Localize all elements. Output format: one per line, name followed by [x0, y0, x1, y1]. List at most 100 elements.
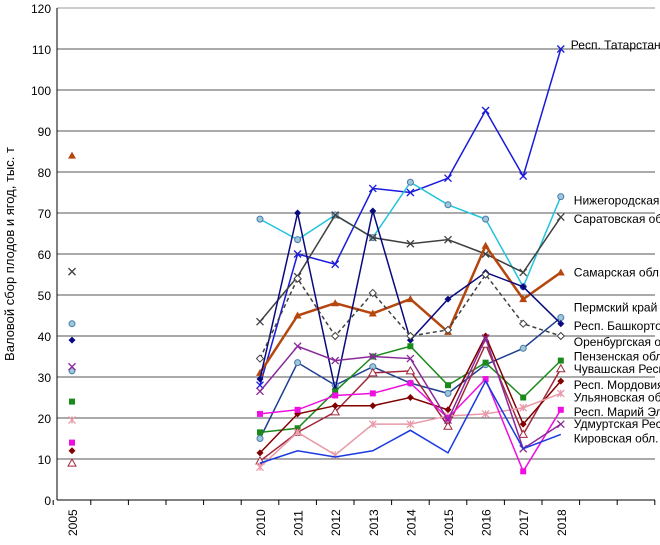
y-tick-label: 70 — [38, 207, 52, 221]
data-point — [481, 241, 490, 249]
data-point — [68, 416, 76, 425]
series-line — [259, 342, 562, 462]
data-point — [369, 390, 376, 397]
x-tick-label: 2015 — [442, 509, 456, 536]
data-point — [67, 458, 77, 467]
data-point — [556, 45, 565, 53]
data-point — [406, 188, 415, 197]
data-point — [482, 215, 490, 223]
data-point — [332, 388, 339, 395]
series-label: Самарская обл. — [574, 265, 660, 279]
data-point — [256, 215, 264, 223]
data-point — [556, 331, 566, 341]
data-point — [256, 317, 264, 326]
data-point — [444, 416, 452, 425]
data-point — [256, 368, 264, 376]
series-label: Саратовская обл. — [574, 212, 660, 226]
x-tick-label: 2010 — [254, 509, 268, 536]
data-point — [68, 336, 76, 344]
series-label: Нижегородская обл. — [574, 194, 660, 208]
data-point — [518, 319, 528, 328]
data-point — [518, 429, 529, 438]
data-point — [520, 468, 527, 475]
data-point — [482, 332, 490, 340]
series-label: Пензенская обл. — [574, 350, 660, 364]
data-point — [69, 439, 75, 446]
data-point — [444, 406, 452, 414]
data-point — [294, 359, 302, 367]
data-point — [481, 409, 490, 418]
data-point — [406, 331, 415, 341]
data-point — [332, 392, 339, 399]
series-label: Пермский край — [574, 300, 658, 314]
y-tick-label: 120 — [31, 2, 51, 16]
data-point — [444, 201, 452, 209]
x-tick-label: 2014 — [404, 509, 418, 536]
y-tick-label: 90 — [38, 125, 52, 139]
data-point — [68, 447, 76, 455]
data-point — [443, 421, 453, 430]
data-point — [256, 375, 264, 383]
data-point — [556, 213, 565, 222]
data-point — [444, 295, 452, 303]
data-point — [369, 207, 377, 215]
data-point — [557, 314, 565, 322]
data-point — [256, 435, 264, 442]
data-point — [257, 429, 263, 436]
x-tick-label: 2013 — [367, 509, 381, 536]
data-point — [557, 377, 565, 385]
series-line — [259, 214, 562, 323]
data-point — [481, 270, 490, 279]
data-point — [519, 295, 528, 303]
data-point — [406, 420, 415, 429]
data-point — [293, 250, 302, 258]
series-3 — [68, 151, 565, 376]
data-point — [557, 320, 565, 328]
data-point — [68, 151, 76, 159]
data-point — [368, 309, 377, 317]
data-point — [520, 394, 527, 401]
data-point — [406, 239, 415, 248]
data-point — [519, 344, 527, 352]
data-point — [406, 178, 414, 186]
data-point — [445, 415, 451, 421]
series-label: Респ. Башкортостан — [574, 319, 660, 333]
data-point — [445, 382, 451, 389]
data-point — [555, 363, 566, 373]
y-tick-label: 30 — [38, 371, 52, 385]
data-point — [294, 236, 302, 244]
y-tick-label: 100 — [31, 84, 51, 98]
data-point — [293, 428, 302, 437]
data-point — [368, 352, 377, 361]
series-6 — [255, 270, 566, 363]
y-tick-label: 0 — [44, 494, 51, 508]
data-point — [331, 260, 340, 269]
y-tick-label: 20 — [38, 412, 52, 426]
data-point — [482, 376, 489, 383]
series-5 — [68, 207, 565, 393]
data-point — [556, 420, 565, 429]
series-label: Ульяновская обл. — [574, 391, 660, 405]
data-point — [556, 268, 565, 276]
data-point — [367, 367, 378, 377]
data-point — [257, 410, 263, 417]
data-point — [68, 320, 76, 328]
y-tick-label: 50 — [38, 289, 52, 303]
data-point — [68, 362, 76, 371]
y-axis-label: Валовой сбор плодов и ягод, тыс. т — [2, 147, 17, 361]
data-point — [519, 420, 527, 428]
data-point — [557, 193, 565, 201]
series-9 — [68, 332, 565, 457]
data-point — [444, 389, 452, 397]
y-tick-label: 80 — [38, 166, 52, 180]
series-7 — [69, 343, 564, 436]
data-point — [68, 367, 76, 375]
series-label: Респ. Марий Эл — [574, 405, 660, 419]
data-point — [481, 106, 490, 115]
data-point — [444, 174, 452, 183]
series-2 — [68, 211, 565, 326]
data-point — [255, 354, 265, 363]
series-11 — [69, 376, 564, 475]
y-tick-label: 10 — [38, 453, 52, 467]
